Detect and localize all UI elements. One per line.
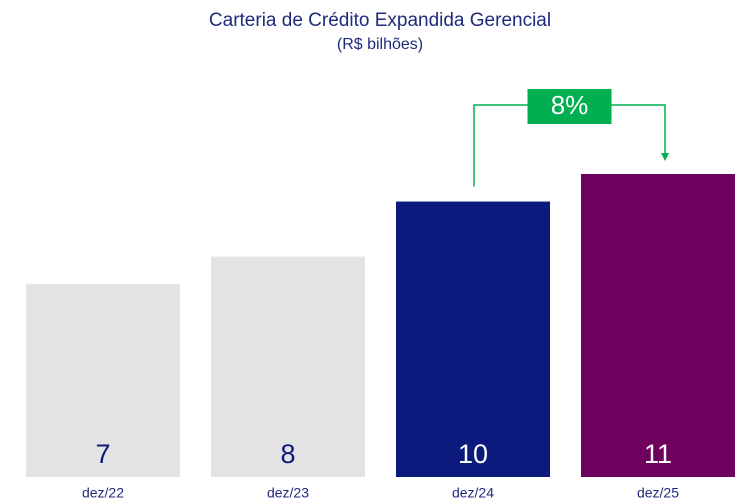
bar	[581, 174, 735, 477]
x-tick-label: dez/25	[637, 485, 679, 501]
arrow-head	[661, 153, 669, 161]
bar	[211, 256, 365, 477]
annotation-box	[527, 89, 612, 124]
bar	[396, 201, 550, 477]
value-label: 7	[95, 439, 110, 469]
chart-subtitle: (R$ bilhões)	[337, 36, 423, 53]
value-label: 11	[644, 439, 672, 469]
value-label: 10	[458, 439, 488, 469]
x-tick-label: dez/24	[452, 485, 494, 501]
annotation-text: 8%	[551, 90, 589, 120]
x-tick-label: dez/23	[267, 485, 309, 501]
value-label: 8	[280, 439, 295, 469]
x-tick-label: dez/22	[82, 485, 124, 501]
chart-title: Carteria de Crédito Expandida Gerencial	[209, 10, 551, 31]
bar	[26, 284, 180, 477]
